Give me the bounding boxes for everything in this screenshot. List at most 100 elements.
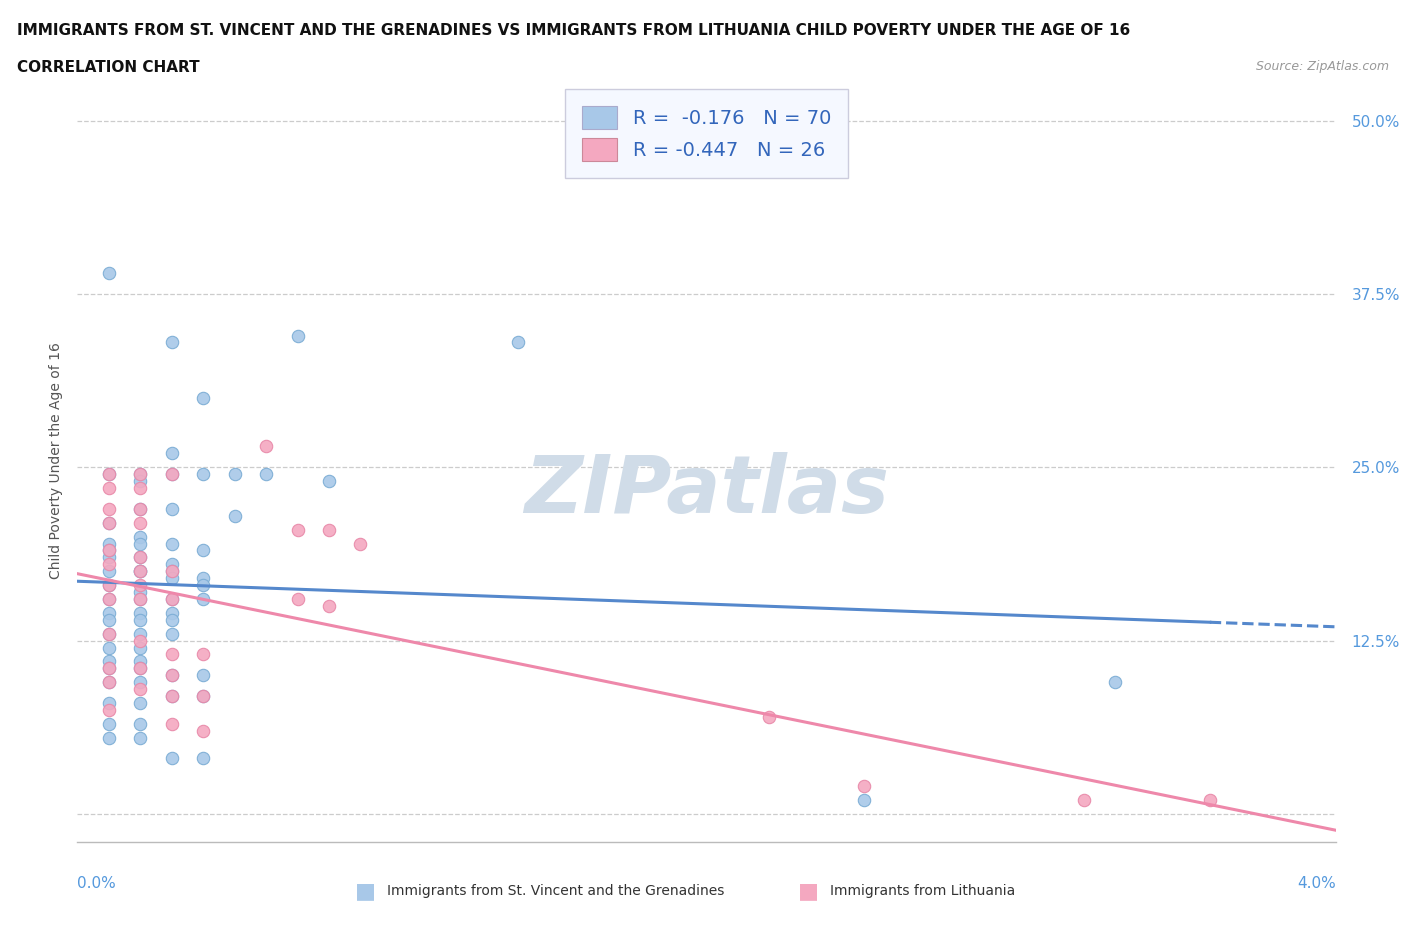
Point — [160, 571, 183, 586]
Point — [160, 688, 183, 703]
Point — [97, 675, 120, 690]
Point — [97, 564, 120, 578]
Point — [97, 515, 120, 530]
Point — [97, 675, 120, 690]
Point — [97, 661, 120, 676]
Point — [160, 612, 183, 627]
Point — [129, 716, 152, 731]
Point — [97, 543, 120, 558]
Point — [97, 481, 120, 496]
Point — [287, 523, 309, 538]
Point — [129, 612, 152, 627]
Point — [129, 501, 152, 516]
Text: ZIPatlas: ZIPatlas — [524, 452, 889, 530]
Point — [129, 536, 152, 551]
Point — [852, 778, 875, 793]
Point — [287, 591, 309, 606]
Text: IMMIGRANTS FROM ST. VINCENT AND THE GRENADINES VS IMMIGRANTS FROM LITHUANIA CHIL: IMMIGRANTS FROM ST. VINCENT AND THE GREN… — [17, 23, 1130, 38]
Point — [254, 439, 277, 454]
Point — [129, 696, 152, 711]
Point — [758, 710, 780, 724]
Text: ■: ■ — [356, 881, 375, 901]
Point — [191, 688, 215, 703]
Point — [97, 536, 120, 551]
Point — [160, 591, 183, 606]
Point — [852, 792, 875, 807]
Point — [191, 543, 215, 558]
Point — [160, 668, 183, 683]
Point — [191, 578, 215, 592]
Y-axis label: Child Poverty Under the Age of 16: Child Poverty Under the Age of 16 — [49, 342, 63, 578]
Point — [1073, 792, 1095, 807]
Text: Source: ZipAtlas.com: Source: ZipAtlas.com — [1256, 60, 1389, 73]
Point — [129, 682, 152, 697]
Point — [97, 467, 120, 482]
Point — [191, 591, 215, 606]
Point — [160, 591, 183, 606]
Point — [1198, 792, 1220, 807]
Point — [129, 633, 152, 648]
Point — [160, 716, 183, 731]
Point — [129, 578, 152, 592]
Point — [160, 564, 183, 578]
Point — [97, 640, 120, 655]
Point — [129, 591, 152, 606]
Point — [160, 467, 183, 482]
Point — [97, 467, 120, 482]
Point — [97, 661, 120, 676]
Text: CORRELATION CHART: CORRELATION CHART — [17, 60, 200, 75]
Point — [191, 647, 215, 662]
Point — [160, 446, 183, 461]
Point — [191, 688, 215, 703]
Point — [160, 467, 183, 482]
Point — [97, 605, 120, 620]
Point — [160, 564, 183, 578]
Point — [129, 605, 152, 620]
Point — [97, 501, 120, 516]
Text: 4.0%: 4.0% — [1296, 876, 1336, 891]
Point — [97, 550, 120, 565]
Point — [191, 668, 215, 683]
Point — [129, 467, 152, 482]
Point — [129, 515, 152, 530]
Point — [506, 335, 529, 350]
Point — [160, 668, 183, 683]
Point — [191, 571, 215, 586]
Point — [129, 675, 152, 690]
Point — [160, 688, 183, 703]
Point — [129, 481, 152, 496]
Point — [97, 612, 120, 627]
Point — [97, 730, 120, 745]
Point — [224, 467, 246, 482]
Point — [160, 751, 183, 766]
Point — [129, 550, 152, 565]
Point — [191, 467, 215, 482]
Point — [97, 654, 120, 669]
Point — [160, 501, 183, 516]
Legend: R =  -0.176   N = 70, R = -0.447   N = 26: R = -0.176 N = 70, R = -0.447 N = 26 — [565, 88, 848, 179]
Point — [129, 564, 152, 578]
Point — [160, 605, 183, 620]
Point — [97, 578, 120, 592]
Point — [191, 724, 215, 738]
Point — [129, 473, 152, 488]
Text: Immigrants from Lithuania: Immigrants from Lithuania — [830, 884, 1015, 898]
Point — [349, 536, 371, 551]
Point — [129, 467, 152, 482]
Point — [129, 564, 152, 578]
Point — [191, 391, 215, 405]
Point — [97, 578, 120, 592]
Point — [287, 328, 309, 343]
Point — [224, 509, 246, 524]
Point — [97, 702, 120, 717]
Point — [318, 599, 340, 614]
Point — [318, 473, 340, 488]
Point — [97, 543, 120, 558]
Point — [129, 661, 152, 676]
Point — [191, 751, 215, 766]
Point — [129, 591, 152, 606]
Text: ■: ■ — [799, 881, 818, 901]
Point — [129, 661, 152, 676]
Point — [97, 515, 120, 530]
Point — [1104, 675, 1126, 690]
